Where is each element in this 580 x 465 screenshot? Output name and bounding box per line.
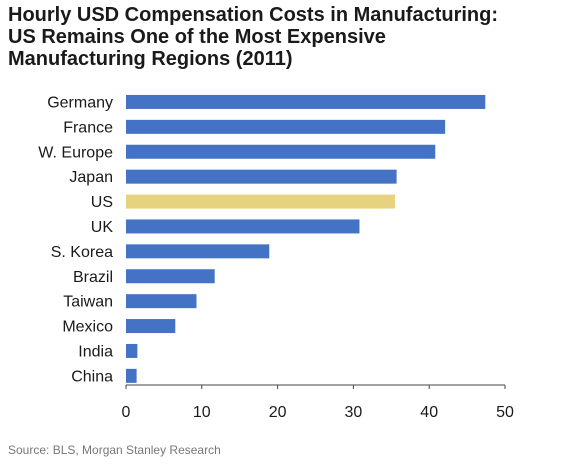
bar-germany xyxy=(126,94,486,109)
category-label: UK xyxy=(91,219,114,236)
bar-uk xyxy=(126,219,360,234)
chart-title-line-3: Manufacturing Regions (2011) xyxy=(8,48,293,70)
chart-title-line-1: Hourly USD Compensation Costs in Manufac… xyxy=(8,4,499,26)
bar-s-korea xyxy=(126,244,270,259)
chart-title-line-2: US Remains One of the Most Expensive xyxy=(8,26,386,48)
category-label: India xyxy=(78,343,113,360)
x-tick-label: 20 xyxy=(269,404,287,421)
source-note: Source: BLS, Morgan Stanley Research xyxy=(8,443,221,457)
bar-taiwan xyxy=(126,294,197,309)
bar-brazil xyxy=(126,269,215,284)
bar-india xyxy=(126,343,138,358)
bar-us xyxy=(126,194,396,209)
category-label: China xyxy=(71,368,113,385)
chart-title: Hourly USD Compensation Costs in Manufac… xyxy=(8,4,568,70)
x-tick-label: 30 xyxy=(345,404,363,421)
category-label: US xyxy=(91,194,113,211)
category-label: S. Korea xyxy=(51,244,113,261)
x-tick-label: 0 xyxy=(122,404,131,421)
bar-japan xyxy=(126,169,397,184)
category-label: Taiwan xyxy=(63,294,113,311)
bar-mexico xyxy=(126,319,176,334)
x-tick-label: 10 xyxy=(193,404,211,421)
bar-france xyxy=(126,119,446,134)
category-label: France xyxy=(63,119,113,136)
x-tick-label: 50 xyxy=(496,404,514,421)
category-label: Brazil xyxy=(73,269,113,286)
category-label: W. Europe xyxy=(38,144,113,161)
bar-china xyxy=(126,368,137,383)
category-label: Mexico xyxy=(62,319,113,336)
category-label: Germany xyxy=(47,94,113,111)
category-label: Japan xyxy=(69,169,113,186)
bar-w-europe xyxy=(126,144,436,159)
x-tick-label: 40 xyxy=(420,404,438,421)
